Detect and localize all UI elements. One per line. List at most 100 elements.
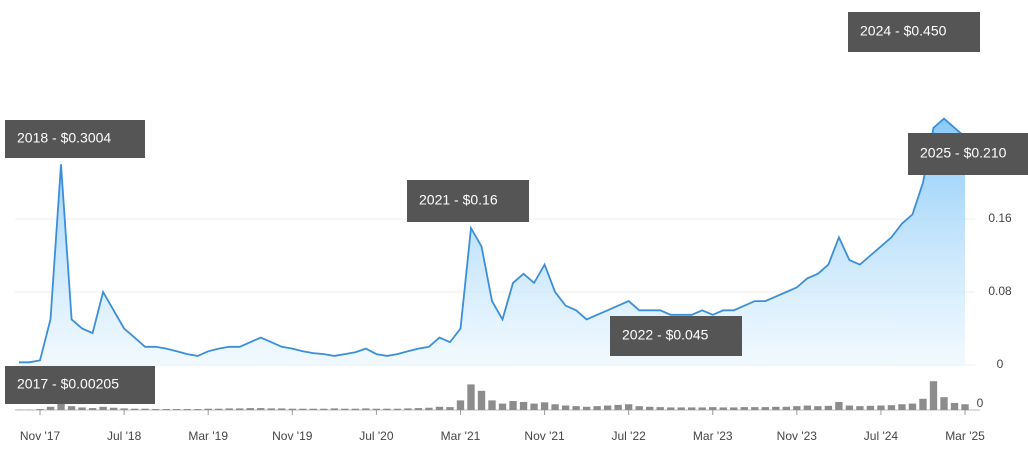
annotation-box — [848, 12, 980, 52]
x-tick-label: Jul '22 — [612, 429, 647, 443]
x-tick-label: Nov '23 — [777, 429, 818, 443]
volume-bar — [267, 408, 275, 410]
volume-bar — [540, 402, 549, 410]
volume-bar — [730, 407, 738, 410]
volume-bar — [435, 406, 444, 410]
volume-bar — [898, 404, 906, 410]
x-tick-label: Jul '20 — [359, 429, 394, 443]
volume-bar — [929, 381, 938, 410]
annotation-box — [5, 120, 145, 158]
volume-bar — [582, 406, 591, 410]
x-tick-label: Mar '19 — [188, 429, 228, 443]
volume-bar — [803, 405, 812, 410]
volume-bar — [572, 406, 580, 410]
volume-bar — [36, 409, 44, 410]
volume-bar — [88, 408, 97, 410]
volume-bar — [624, 404, 633, 410]
volume-bar — [866, 405, 875, 410]
volume-bar — [488, 400, 496, 410]
volume-bar — [782, 406, 791, 410]
volume-bar — [530, 403, 538, 410]
volume-bar — [667, 407, 675, 410]
volume-bar — [698, 407, 706, 410]
volume-bar — [57, 402, 65, 410]
volume-bar — [709, 407, 717, 410]
x-tick-label: Nov '21 — [524, 429, 565, 443]
volume-bar — [467, 384, 475, 410]
annotation-box — [908, 133, 1028, 175]
volume-bar — [477, 390, 486, 410]
volume-bar — [719, 407, 727, 410]
volume-bar — [372, 408, 381, 410]
x-tick-label: Nov '17 — [20, 429, 61, 443]
volume-bar — [288, 408, 296, 410]
annotation: 2024 - $0.450 — [860, 23, 947, 39]
volume-bar — [814, 406, 822, 410]
volume-bar — [593, 406, 601, 410]
price-line — [19, 117, 966, 364]
annotation: 2021 - $0.16 — [419, 192, 498, 208]
volume-bar — [793, 406, 801, 410]
volume-bar — [635, 406, 643, 410]
volume-bar — [677, 407, 685, 410]
x-tick-label: Mar '21 — [441, 429, 481, 443]
volume-bar — [740, 407, 748, 410]
volume-bar — [362, 408, 370, 410]
volume-bar — [383, 408, 391, 410]
volume-bar — [919, 398, 927, 410]
annotation-box — [610, 316, 742, 356]
volume-bar — [519, 402, 528, 410]
volume-bar — [194, 409, 202, 410]
volume-bar — [887, 405, 896, 410]
y2-tick-label: 0 — [977, 396, 984, 410]
volume-bar — [393, 408, 402, 410]
volume-bar — [309, 408, 317, 410]
volume-bar — [109, 407, 118, 410]
volume-bar — [299, 408, 307, 410]
volume-bar — [456, 400, 465, 410]
volume-bar — [120, 408, 128, 410]
volume-bar — [225, 408, 233, 410]
area — [19, 118, 965, 365]
volume-bar — [130, 408, 139, 410]
annotation-box — [5, 366, 155, 404]
volume-bar — [772, 406, 780, 410]
volume-bar — [236, 408, 244, 410]
volume-bar — [330, 408, 339, 410]
volume-bar — [688, 407, 696, 410]
volume-bar — [351, 408, 360, 410]
annotation: 2018 - $0.3004 — [17, 130, 111, 146]
volume-bar — [404, 408, 412, 410]
y-tick-label: 0 — [997, 357, 1004, 371]
x-tick-label: Nov '19 — [272, 429, 313, 443]
volume-bar — [257, 408, 265, 410]
volume-bar — [877, 405, 885, 410]
volume-bar — [824, 405, 833, 410]
x-tick-label: Mar '23 — [693, 429, 733, 443]
volume-bar — [46, 406, 55, 410]
x-tick-label: Jul '18 — [107, 429, 142, 443]
x-tick-label: Jul '24 — [864, 429, 899, 443]
volume-bar — [414, 408, 423, 410]
volume-bar — [141, 408, 149, 410]
volume-bar — [603, 405, 612, 410]
annotation-box — [407, 180, 529, 222]
volume-bar — [940, 397, 948, 410]
volume-bar — [950, 402, 959, 410]
volume-bar — [761, 407, 769, 410]
volume-bar — [99, 406, 107, 410]
x-tick-label: Mar '25 — [945, 429, 985, 443]
volume-bar — [162, 409, 170, 410]
volume-bar — [561, 405, 570, 410]
volume-bar — [183, 409, 191, 410]
volume-bar — [656, 407, 664, 410]
volume-bar — [204, 408, 212, 410]
volume-bar — [151, 409, 160, 410]
volume-bar — [341, 408, 349, 410]
volume-bar — [320, 408, 328, 410]
volume-bar — [835, 402, 843, 410]
volume-bar — [425, 407, 433, 410]
annotation: 2017 - $0.00205 — [17, 376, 119, 392]
volume-bar — [551, 404, 559, 410]
